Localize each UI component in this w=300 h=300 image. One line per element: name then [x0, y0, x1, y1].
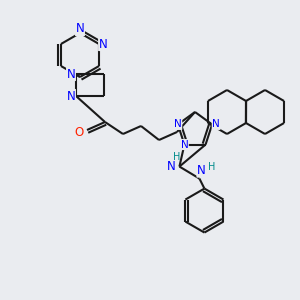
Text: N: N — [212, 119, 220, 129]
Text: H: H — [208, 162, 215, 172]
Text: N: N — [99, 38, 107, 50]
Text: H: H — [173, 152, 180, 162]
Text: O: O — [74, 125, 84, 139]
Text: N: N — [76, 22, 84, 35]
Text: N: N — [67, 68, 75, 80]
Text: N: N — [181, 140, 188, 150]
Text: N: N — [167, 160, 176, 173]
Text: N: N — [197, 164, 206, 177]
Text: N: N — [174, 119, 182, 129]
Text: N: N — [67, 89, 75, 103]
